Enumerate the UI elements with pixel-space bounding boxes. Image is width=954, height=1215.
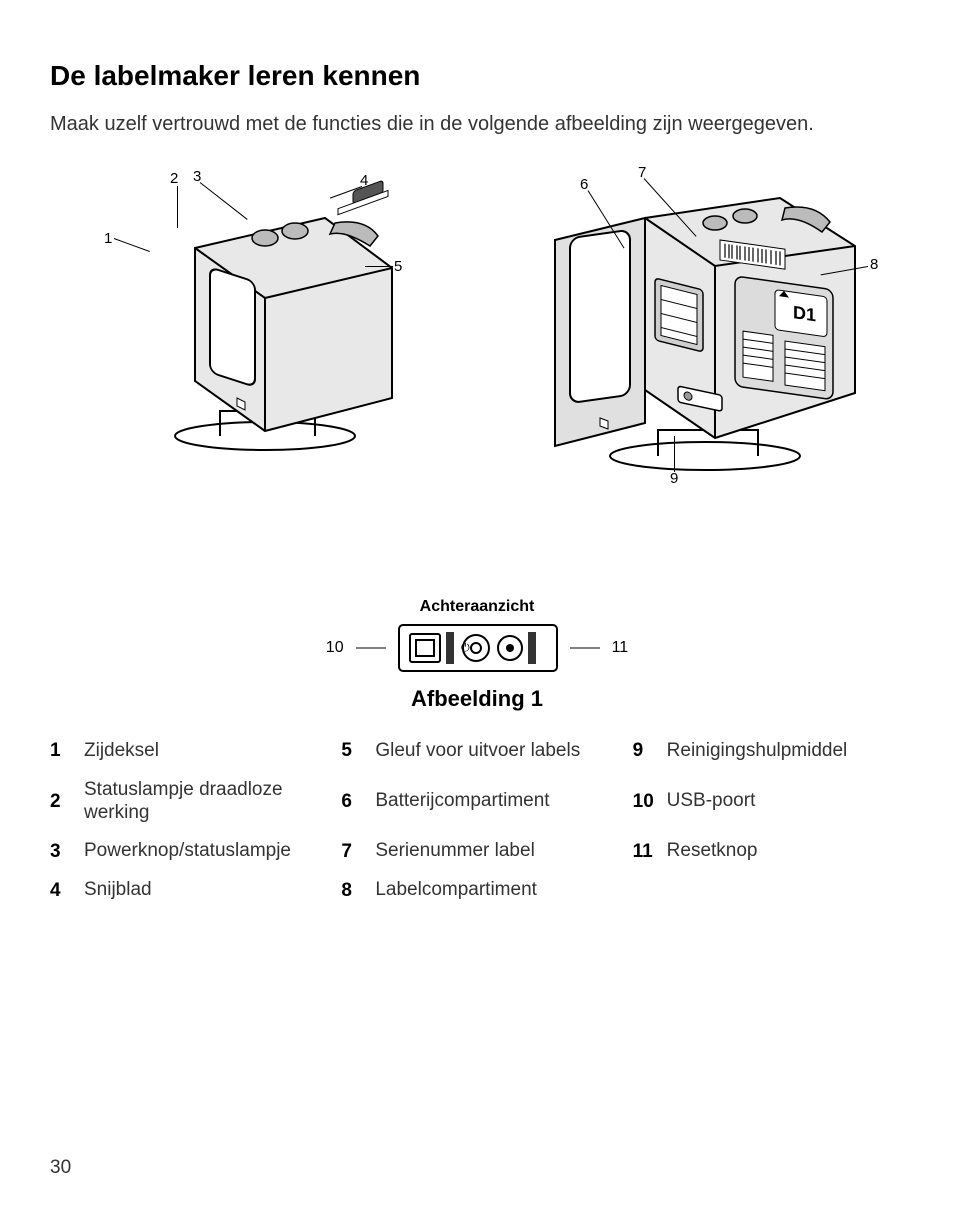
rear-panel-icon: ⏻ [398,624,558,672]
legend-item-3: 3 Powerknop/statuslampje [50,840,321,863]
callout-11: 11 [612,639,629,657]
svg-text:D1: D1 [793,302,816,325]
legend-text: Statuslampje draadloze werking [84,779,321,825]
diagram-front [120,168,430,468]
legend-text: USB-poort [667,790,756,813]
legend-num: 10 [633,791,657,813]
callout-5: 5 [394,258,402,275]
legend-text: Reinigingshulpmiddel [667,740,848,763]
legend-text: Labelcompartiment [375,879,537,902]
callout-2: 2 [170,170,178,187]
rear-view-diagram: 10 ⏻ 11 [50,624,904,672]
legend-item-11: 11 Resetknop [633,840,904,863]
callout-10: 10 [326,639,344,657]
diagram-open: D1 [500,168,900,488]
rear-view-label: Achteraanzicht [50,598,904,616]
legend-text: Resetknop [667,840,758,863]
legend-item-4: 4 Snijblad [50,879,321,902]
figure-caption: Afbeelding 1 [50,686,904,712]
legend-item-1: 1 Zijdeksel [50,740,321,763]
callout-1: 1 [104,230,112,247]
legend-item-2: 2 Statuslampje draadloze werking [50,779,321,825]
legend-num: 6 [341,791,365,813]
legend-num: 8 [341,880,365,902]
legend-item-8: 8 Labelcompartiment [341,879,612,902]
svg-text:⏻: ⏻ [461,642,470,654]
legend-text: Batterijcompartiment [375,790,549,813]
legend-num: 11 [633,841,657,863]
callout-9: 9 [670,470,678,487]
intro-text: Maak uzelf vertrouwd met de functies die… [50,110,904,138]
legend-num: 2 [50,791,74,813]
legend-item-5: 5 Gleuf voor uitvoer labels [341,740,612,763]
legend-item-7: 7 Serienummer label [341,840,612,863]
page-heading: De labelmaker leren kennen [50,60,904,92]
legend-num: 5 [341,740,365,762]
legend-num: 3 [50,841,74,863]
legend-text: Serienummer label [375,840,534,863]
legend-num: 9 [633,740,657,762]
legend-num: 1 [50,740,74,762]
figure-area: D1 1 2 3 4 5 [50,158,904,588]
legend-num: 4 [50,880,74,902]
page-number: 30 [50,1157,71,1179]
legend-text: Powerknop/statuslampje [84,840,291,863]
legend-item-10: 10 USB-poort [633,779,904,825]
legend-text: Zijdeksel [84,740,159,763]
legend-item-6: 6 Batterijcompartiment [341,779,612,825]
legend-item-9: 9 Reinigingshulpmiddel [633,740,904,763]
legend-grid: 1 Zijdeksel 5 Gleuf voor uitvoer labels … [50,740,904,902]
callout-8: 8 [870,256,878,273]
legend-text: Gleuf voor uitvoer labels [375,740,580,763]
legend-text: Snijblad [84,879,152,902]
legend-num: 7 [341,841,365,863]
